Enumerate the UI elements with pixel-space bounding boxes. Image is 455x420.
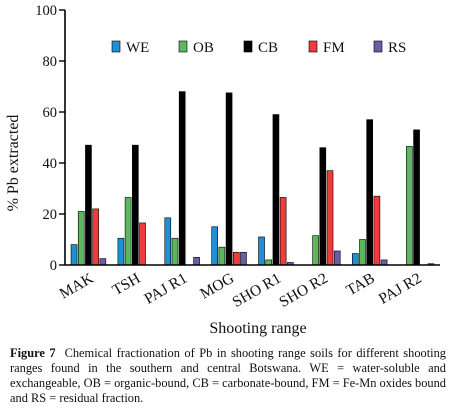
bars bbox=[70, 91, 435, 266]
bar-mog-fm bbox=[232, 251, 240, 266]
bar-sho-r1-cb bbox=[272, 114, 280, 266]
bar-mak-rs bbox=[99, 258, 107, 266]
y-axis-label: % Pb extracted bbox=[5, 115, 22, 212]
legend-label-we: WE bbox=[126, 40, 149, 56]
x-tick-label: SHO R1 bbox=[230, 270, 284, 311]
bar-mak-fm bbox=[92, 208, 99, 266]
bar-paj-r1-rs bbox=[193, 257, 200, 266]
bar-tsh-cb bbox=[132, 144, 139, 266]
bar-paj-r2-cb bbox=[413, 129, 420, 266]
bar-paj-r1-we bbox=[164, 217, 172, 266]
bar-paj-r1-cb bbox=[178, 91, 186, 266]
bar-tsh-ob bbox=[124, 197, 132, 266]
legend-swatch-ob bbox=[178, 40, 188, 53]
bar-mog-we bbox=[211, 226, 218, 266]
legend-swatch-cb bbox=[243, 40, 253, 53]
legend-swatch-fm bbox=[308, 40, 318, 53]
bar-paj-r2-ob bbox=[406, 146, 413, 266]
y-tick-label: 20 bbox=[43, 207, 58, 223]
x-tick-label: MAK bbox=[57, 269, 98, 302]
legend-swatch-we bbox=[111, 40, 121, 53]
y-tick-label: 80 bbox=[43, 54, 58, 70]
y-tick-label: 0 bbox=[50, 258, 57, 274]
x-axis-label: Shooting range bbox=[209, 320, 306, 337]
y-tick-label: 40 bbox=[43, 156, 58, 172]
bar-sho-r1-we bbox=[258, 236, 265, 266]
bar-tab-ob bbox=[359, 239, 366, 266]
figure-caption-text: Chemical fractionation of Pb in shooting… bbox=[10, 346, 446, 405]
figure-label: Figure 7 bbox=[10, 346, 56, 360]
bar-paj-r1-ob bbox=[171, 237, 179, 266]
figure-caption: Figure 7 Chemical fractionation of Pb in… bbox=[10, 346, 446, 406]
y-tick-label: 100 bbox=[35, 3, 57, 19]
x-tick-label: SHO R2 bbox=[276, 270, 330, 311]
bar-tsh-fm bbox=[139, 222, 146, 266]
bar-tab-cb bbox=[366, 119, 373, 266]
legend-label-rs: RS bbox=[388, 40, 406, 56]
bar-mog-cb bbox=[225, 92, 233, 266]
bar-tab-we bbox=[351, 253, 359, 266]
legend-label-ob: OB bbox=[193, 40, 214, 56]
bar-mog-rs bbox=[240, 251, 247, 266]
legend-label-fm: FM bbox=[323, 40, 345, 56]
x-tick-label: TAB bbox=[343, 270, 377, 300]
bar-mak-ob bbox=[77, 211, 85, 266]
bar-tsh-we bbox=[117, 237, 125, 266]
bar-mak-we bbox=[70, 244, 78, 266]
x-tick-label: TSH bbox=[109, 270, 143, 299]
x-tick-label: PAJ R1 bbox=[142, 270, 191, 308]
bar-tab-fm bbox=[373, 195, 381, 266]
bar-sho-r2-cb bbox=[319, 147, 327, 266]
bar-sho-r2-rs bbox=[333, 250, 341, 266]
x-tick-label: PAJ R2 bbox=[376, 270, 425, 308]
legend-label-cb: CB bbox=[258, 40, 278, 56]
legend: WE OB CB FM RS bbox=[111, 40, 406, 56]
legend-swatch-rs bbox=[373, 40, 383, 53]
bar-mak-cb bbox=[85, 144, 92, 266]
bar-sho-r1-fm bbox=[279, 197, 287, 266]
y-tick-label: 60 bbox=[43, 105, 58, 121]
bar-mog-ob bbox=[218, 246, 226, 266]
y-axis-ticks: 0 20 40 60 80 100 bbox=[35, 3, 65, 274]
bar-sho-r2-ob bbox=[312, 235, 319, 266]
bar-sho-r2-fm bbox=[326, 170, 334, 266]
